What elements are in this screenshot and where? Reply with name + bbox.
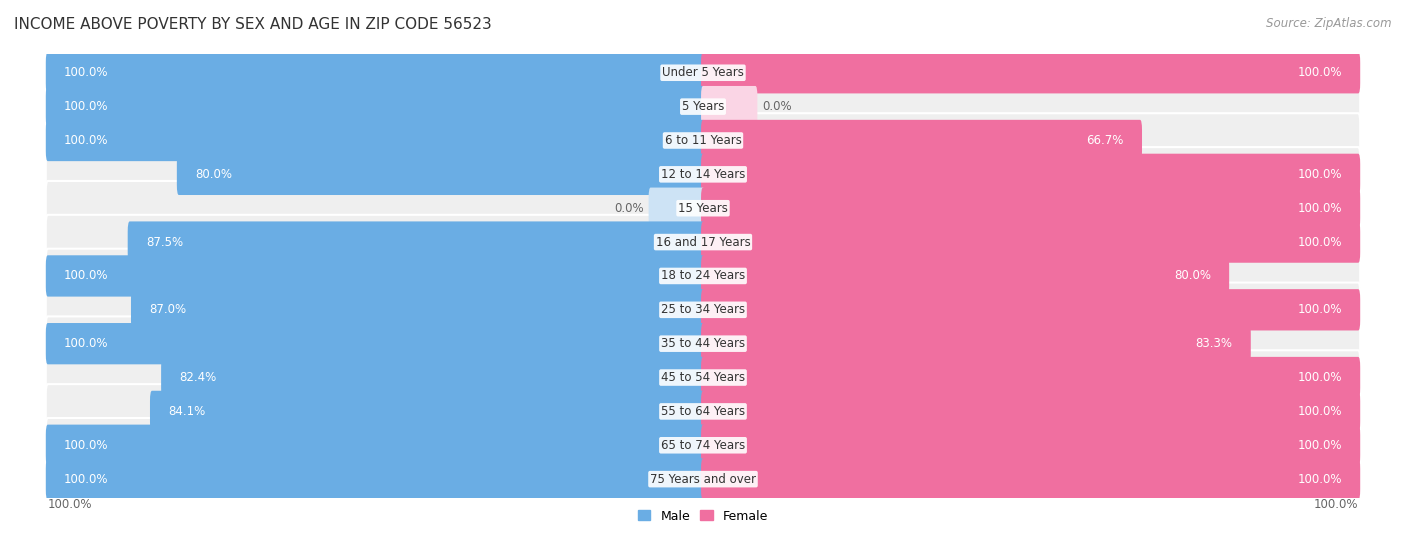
Text: 0.0%: 0.0% [762,100,792,113]
FancyBboxPatch shape [150,391,704,432]
FancyBboxPatch shape [46,113,1360,168]
Text: 5 Years: 5 Years [682,100,724,113]
FancyBboxPatch shape [46,86,704,127]
FancyBboxPatch shape [46,425,704,466]
Legend: Male, Female: Male, Female [638,510,768,523]
FancyBboxPatch shape [46,316,1360,371]
FancyBboxPatch shape [128,221,704,263]
Text: 83.3%: 83.3% [1195,337,1233,350]
Text: 100.0%: 100.0% [1298,235,1341,249]
Text: 65 to 74 Years: 65 to 74 Years [661,439,745,452]
FancyBboxPatch shape [46,323,704,364]
FancyBboxPatch shape [162,357,704,398]
Text: 100.0%: 100.0% [1298,304,1341,316]
Text: Under 5 Years: Under 5 Years [662,67,744,79]
Text: 100.0%: 100.0% [65,67,108,79]
Text: 12 to 14 Years: 12 to 14 Years [661,168,745,181]
FancyBboxPatch shape [46,350,1360,405]
FancyBboxPatch shape [46,282,1360,337]
Text: 16 and 17 Years: 16 and 17 Years [655,235,751,249]
Text: 100.0%: 100.0% [65,269,108,282]
Text: 100.0%: 100.0% [1298,168,1341,181]
FancyBboxPatch shape [46,452,1360,506]
FancyBboxPatch shape [46,181,1360,235]
FancyBboxPatch shape [702,52,1360,93]
Text: 35 to 44 Years: 35 to 44 Years [661,337,745,350]
FancyBboxPatch shape [46,249,1360,303]
Text: 100.0%: 100.0% [65,337,108,350]
Text: 84.1%: 84.1% [169,405,205,418]
Text: 100.0%: 100.0% [1298,371,1341,384]
FancyBboxPatch shape [702,458,1360,500]
FancyBboxPatch shape [46,418,1360,472]
Text: 66.7%: 66.7% [1087,134,1123,147]
FancyBboxPatch shape [702,255,1229,297]
FancyBboxPatch shape [702,188,1360,229]
FancyBboxPatch shape [702,154,1360,195]
Text: 18 to 24 Years: 18 to 24 Years [661,269,745,282]
Text: INCOME ABOVE POVERTY BY SEX AND AGE IN ZIP CODE 56523: INCOME ABOVE POVERTY BY SEX AND AGE IN Z… [14,17,492,32]
FancyBboxPatch shape [46,384,1360,439]
FancyBboxPatch shape [46,52,704,93]
Text: 80.0%: 80.0% [1174,269,1211,282]
Text: Source: ZipAtlas.com: Source: ZipAtlas.com [1267,17,1392,30]
Text: 100.0%: 100.0% [1298,202,1341,215]
FancyBboxPatch shape [702,289,1360,330]
FancyBboxPatch shape [702,357,1360,398]
FancyBboxPatch shape [648,188,704,229]
Text: 82.4%: 82.4% [180,371,217,384]
FancyBboxPatch shape [46,458,704,500]
Text: 87.5%: 87.5% [146,235,183,249]
FancyBboxPatch shape [702,86,758,127]
Text: 100.0%: 100.0% [1298,439,1341,452]
FancyBboxPatch shape [46,147,1360,202]
FancyBboxPatch shape [46,45,1360,100]
FancyBboxPatch shape [702,425,1360,466]
Text: 0.0%: 0.0% [614,202,644,215]
FancyBboxPatch shape [702,323,1251,364]
Text: 75 Years and over: 75 Years and over [650,472,756,486]
FancyBboxPatch shape [131,289,704,330]
FancyBboxPatch shape [177,154,704,195]
FancyBboxPatch shape [46,255,704,297]
Text: 100.0%: 100.0% [1298,405,1341,418]
Text: 100.0%: 100.0% [65,439,108,452]
Text: 100.0%: 100.0% [65,134,108,147]
Text: 15 Years: 15 Years [678,202,728,215]
Text: 55 to 64 Years: 55 to 64 Years [661,405,745,418]
FancyBboxPatch shape [46,120,704,161]
FancyBboxPatch shape [702,120,1142,161]
FancyBboxPatch shape [702,221,1360,263]
Text: 100.0%: 100.0% [48,498,93,511]
Text: 100.0%: 100.0% [65,100,108,113]
Text: 25 to 34 Years: 25 to 34 Years [661,304,745,316]
Text: 45 to 54 Years: 45 to 54 Years [661,371,745,384]
Text: 100.0%: 100.0% [1313,498,1358,511]
Text: 100.0%: 100.0% [65,472,108,486]
Text: 80.0%: 80.0% [195,168,232,181]
FancyBboxPatch shape [46,215,1360,269]
FancyBboxPatch shape [702,391,1360,432]
Text: 87.0%: 87.0% [149,304,187,316]
FancyBboxPatch shape [46,79,1360,134]
Text: 6 to 11 Years: 6 to 11 Years [665,134,741,147]
Text: 100.0%: 100.0% [1298,472,1341,486]
Text: 100.0%: 100.0% [1298,67,1341,79]
